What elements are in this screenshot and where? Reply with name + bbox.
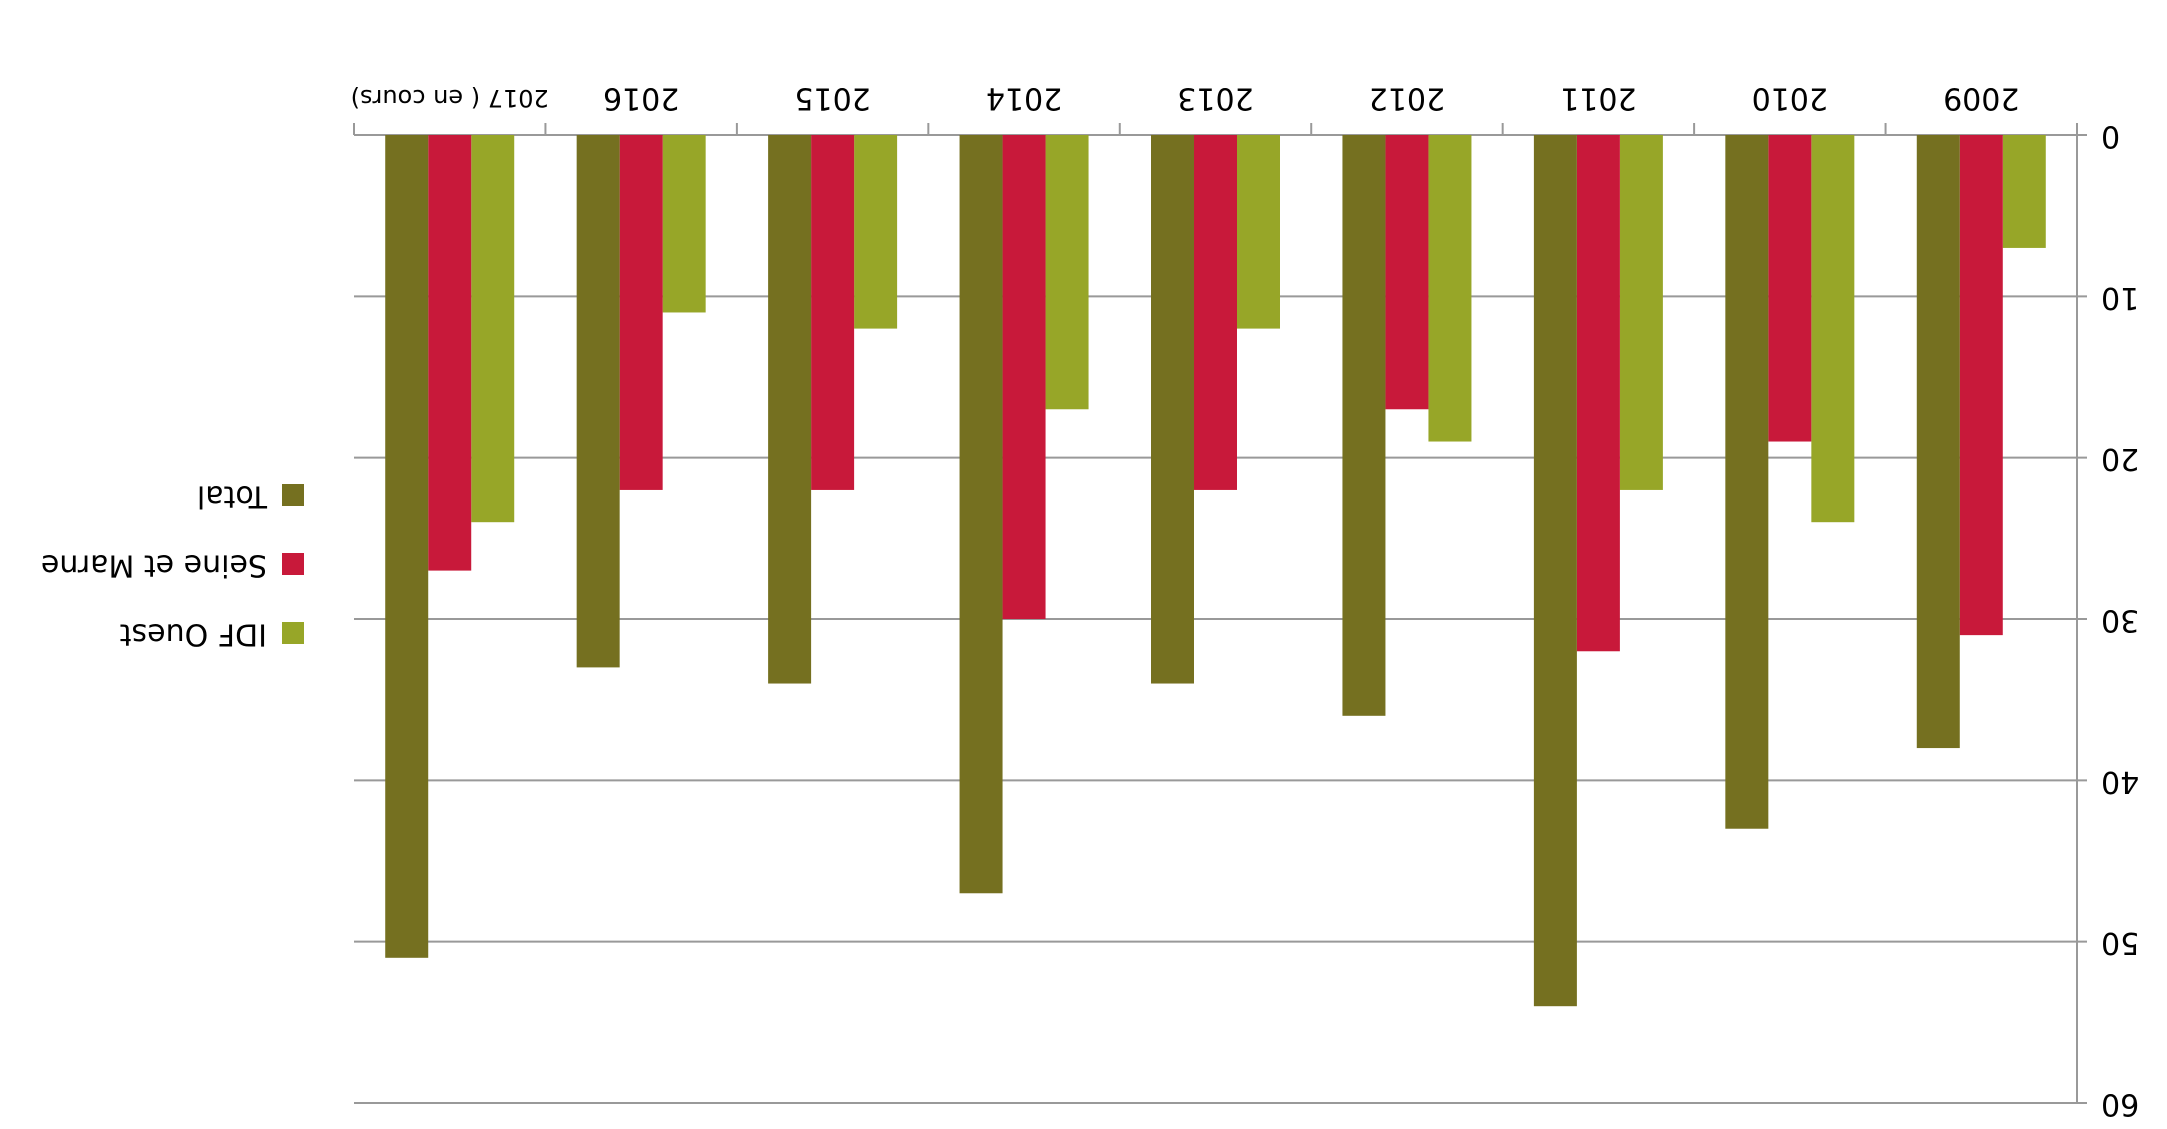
bar [1002,135,1046,619]
bar [471,135,515,523]
bar [854,135,898,329]
bar [1533,135,1577,1007]
bar [1151,135,1194,684]
legend-label: Total [197,479,268,514]
bar [768,135,812,684]
bar [385,135,429,958]
bar [1194,135,1237,490]
bar [1768,135,1812,442]
y-tick-label: 30 [2101,603,2139,638]
x-tick-label: 2014 [986,81,1062,116]
x-tick-label: 2012 [1369,81,1445,116]
legend-label: Seine et Marne [41,548,267,583]
bar [1342,135,1386,716]
x-tick-label: 2015 [794,81,870,116]
bar [1045,135,1089,410]
bar [1725,135,1769,829]
y-tick-label: 50 [2101,925,2139,960]
bar [619,135,663,490]
bar [1619,135,1663,490]
x-tick-label: 2017 ( en cours) [351,84,549,112]
y-tick-label: 60 [2101,1087,2139,1122]
x-tick-label: 2013 [1177,81,1253,116]
flipped-chart: 0 10 20 30 40 50 60 2009 2010 2011 2012 2013 2014 201… [41,81,2139,1122]
bar [1385,135,1429,410]
y-tick-label: 10 [2101,280,2139,315]
x-tick-label: 2009 [1943,81,2019,116]
bar [1428,135,1472,442]
bar [1237,135,1280,329]
bar [1916,135,1960,749]
legend-swatch [282,484,304,506]
bar [576,135,620,668]
bar [1576,135,1620,652]
x-tick-label: 2016 [603,81,679,116]
y-tick-label: 20 [2101,441,2139,476]
y-tick-label: 0 [2101,119,2120,154]
bar [428,135,472,571]
y-tick-label: 40 [2101,764,2139,799]
bar [1811,135,1855,523]
x-tick-label: 2011 [1560,81,1636,116]
bar [959,135,1003,894]
bar [1959,135,2003,636]
legend-swatch [282,553,304,575]
bar [662,135,706,313]
bar [811,135,855,490]
legend-swatch [282,622,304,644]
bar [2002,135,2046,248]
x-tick-label: 2010 [1752,81,1828,116]
legend-label: IDF Ouest [120,617,267,652]
